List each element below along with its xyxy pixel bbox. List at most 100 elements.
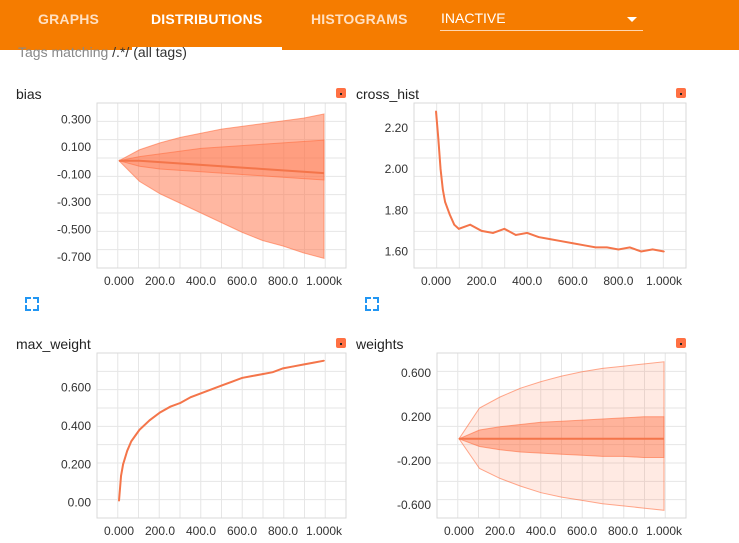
x-tick-label: 200.0 bbox=[145, 274, 175, 288]
max-weight-point bbox=[148, 419, 151, 421]
y-tick-label: 1.80 bbox=[385, 203, 409, 217]
x-tick-label: 600.0 bbox=[227, 524, 257, 538]
run-dropdown[interactable]: INACTIVE bbox=[440, 8, 643, 31]
x-tick-label: 1.000k bbox=[646, 274, 683, 288]
cross-hist-point bbox=[442, 188, 444, 191]
orange-square-icon[interactable] bbox=[336, 88, 346, 98]
y-tick-label: 2.20 bbox=[385, 121, 409, 135]
tag-filter: Tags matching /.*/ (all tags) bbox=[18, 44, 187, 60]
x-tick-label: 0.000 bbox=[104, 274, 134, 288]
cross-hist-point bbox=[617, 248, 620, 251]
y-tick-label: 0.400 bbox=[61, 419, 91, 433]
tab-graphs[interactable]: GRAPHS bbox=[38, 11, 100, 27]
fullscreen-icon[interactable] bbox=[365, 297, 379, 311]
y-tick-label: 0.100 bbox=[61, 140, 91, 154]
max-weight-point bbox=[271, 371, 274, 373]
max-weight-point bbox=[302, 363, 305, 366]
max-weight-point bbox=[200, 392, 202, 395]
x-tick-label: 0.000 bbox=[104, 524, 134, 538]
max-weight-point bbox=[169, 405, 172, 408]
tag-filter-pattern[interactable]: /.*/ bbox=[112, 44, 130, 60]
tab-distributions[interactable]: DISTRIBUTIONS bbox=[151, 11, 263, 27]
y-tick-label: -0.500 bbox=[57, 223, 91, 237]
cross-hist-point bbox=[480, 230, 483, 232]
y-tick-label: 0.200 bbox=[61, 457, 91, 471]
cross-hist-point bbox=[572, 242, 574, 245]
cross-hist-point bbox=[537, 236, 540, 238]
orange-square-icon[interactable] bbox=[676, 338, 686, 348]
tag-filter-label: Tags matching bbox=[18, 44, 109, 60]
cross-hist-point bbox=[492, 232, 494, 234]
run-dropdown-value: INACTIVE bbox=[441, 10, 506, 26]
x-tick-label: 0.000 bbox=[444, 524, 474, 538]
max-weight-point bbox=[282, 367, 284, 370]
y-tick-label: 0.600 bbox=[61, 381, 91, 395]
cross-hist-point bbox=[458, 228, 460, 230]
plot-frame bbox=[96, 352, 347, 519]
x-tick-label: 600.0 bbox=[558, 274, 588, 288]
x-tick-label: 600.0 bbox=[227, 274, 257, 288]
max-weight-point bbox=[138, 428, 141, 431]
y-tick-label: 0.300 bbox=[61, 113, 91, 127]
cross-hist-series-line bbox=[435, 111, 665, 253]
x-tick-label: 400.0 bbox=[526, 524, 556, 538]
max-weight-point bbox=[126, 450, 128, 452]
max-weight-point bbox=[251, 375, 254, 377]
cross-hist-point bbox=[469, 223, 472, 226]
bias-band-0 bbox=[118, 113, 325, 260]
max-weight-point bbox=[122, 463, 124, 466]
max-weight-point bbox=[220, 384, 223, 387]
plot-frame bbox=[413, 102, 687, 269]
cross-hist-point bbox=[594, 246, 597, 249]
max-weight-point bbox=[120, 474, 122, 477]
max-weight-point bbox=[312, 361, 315, 364]
cross-hist-point bbox=[663, 250, 665, 253]
max-weight-point bbox=[118, 499, 120, 502]
max-weight-point bbox=[189, 396, 192, 398]
x-tick-label: 800.0 bbox=[268, 274, 298, 288]
x-tick-label: 400.0 bbox=[186, 524, 216, 538]
top-toolbar: GRAPHS DISTRIBUTIONS HISTOGRAMS INACTIVE bbox=[0, 0, 739, 50]
y-tick-label: -0.200 bbox=[397, 454, 431, 468]
max-weight-point bbox=[230, 380, 233, 383]
orange-square-icon[interactable] bbox=[676, 88, 686, 98]
cross-hist-point bbox=[526, 232, 528, 234]
cross-hist-point bbox=[503, 228, 506, 230]
cross-hist-point bbox=[583, 244, 585, 247]
tab-histograms[interactable]: HISTOGRAMS bbox=[311, 11, 408, 27]
plot-frame bbox=[96, 102, 347, 269]
x-tick-label: 1.000k bbox=[306, 524, 343, 538]
y-tick-label: -0.600 bbox=[397, 498, 431, 512]
x-tick-label: 0.000 bbox=[421, 274, 451, 288]
cross-hist-point bbox=[435, 110, 437, 113]
x-tick-label: 200.0 bbox=[485, 524, 515, 538]
card-title-weights: weights bbox=[356, 336, 404, 352]
y-tick-label: 0.200 bbox=[401, 410, 431, 424]
x-tick-label: 1.000k bbox=[306, 274, 343, 288]
max-weight-point bbox=[210, 388, 213, 391]
cross-hist-point bbox=[560, 240, 563, 242]
x-tick-label: 800.0 bbox=[608, 524, 638, 538]
fullscreen-icon[interactable] bbox=[25, 297, 39, 311]
max-weight-point bbox=[241, 377, 243, 379]
x-tick-label: 200.0 bbox=[145, 524, 175, 538]
cross-hist-point bbox=[437, 137, 440, 139]
x-tick-label: 800.0 bbox=[268, 524, 298, 538]
cross-hist-point bbox=[453, 223, 456, 226]
cross-hist-point bbox=[640, 250, 642, 253]
y-tick-label: 0.600 bbox=[401, 366, 431, 380]
card-title-max-weight: max_weight bbox=[16, 336, 91, 352]
cross-hist-point bbox=[439, 168, 442, 170]
max-weight-point bbox=[130, 440, 133, 443]
cross-hist-point bbox=[549, 238, 551, 240]
orange-square-icon[interactable] bbox=[336, 338, 346, 348]
y-tick-label: -0.300 bbox=[57, 195, 91, 209]
max-weight-point bbox=[134, 434, 137, 437]
cross-hist-point bbox=[515, 234, 517, 236]
cross-hist-point bbox=[444, 201, 446, 203]
y-tick-label: 1.60 bbox=[385, 245, 409, 259]
caret-down-icon[interactable] bbox=[627, 17, 637, 22]
y-tick-label: 2.00 bbox=[385, 162, 409, 176]
cross-hist-point bbox=[606, 246, 608, 249]
card-title-bias: bias bbox=[16, 86, 42, 102]
